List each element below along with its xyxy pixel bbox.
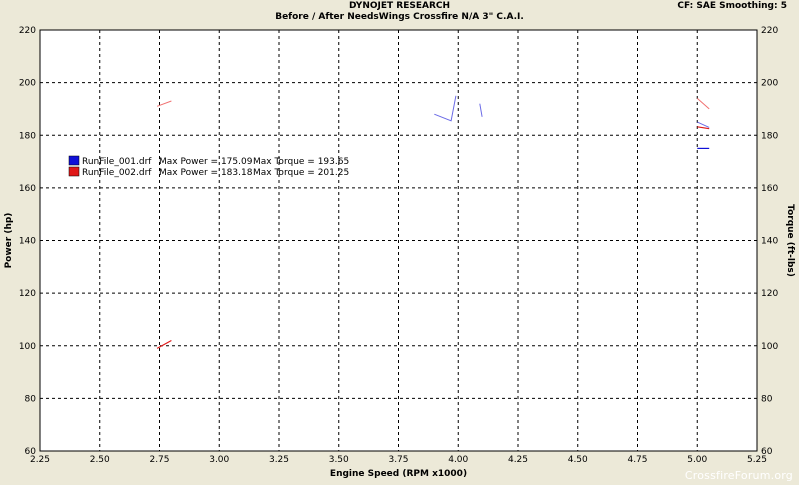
chart-subtitle: Before / After NeedsWings Crossfire N/A … — [275, 12, 524, 22]
y-tick-label-left: 80 — [25, 394, 37, 404]
y-tick-label-left: 120 — [19, 289, 36, 299]
legend-max-torque: Max Torque = 193.65 — [253, 157, 349, 167]
x-tick-label: 4.25 — [508, 455, 528, 465]
correction-factor-label: CF: SAE Smoothing: 5 — [677, 1, 787, 11]
x-tick-label: 2.50 — [90, 455, 110, 465]
series-lines — [156, 95, 710, 349]
x-tick-label: 4.00 — [448, 455, 468, 465]
legend: RunFile_001.drf Max Power = 175.09 Max Tor… — [68, 155, 349, 178]
y-tick-label-right: 140 — [761, 237, 778, 247]
legend-max-torque: Max Torque = 201.25 — [253, 168, 349, 178]
y-tick-label-left: 60 — [25, 447, 37, 457]
y-axis-label-right: Torque (ft-lbs) — [785, 204, 795, 277]
y-tick-label-right: 180 — [761, 131, 778, 141]
x-tick-label: 3.00 — [209, 455, 229, 465]
x-tick-label: 3.25 — [269, 455, 289, 465]
series-line-power-run2 — [156, 126, 710, 349]
x-tick-label: 3.50 — [329, 455, 349, 465]
x-axis-label: Engine Speed (RPM x1000) — [330, 469, 467, 479]
x-tick-label: 4.75 — [627, 455, 647, 465]
legend-file-name: RunFile_001.drf — [82, 157, 152, 167]
y-tick-label-left: 160 — [19, 184, 36, 194]
y-tick-label-left: 100 — [19, 342, 36, 352]
y-tick-label-right: 220 — [761, 26, 778, 36]
x-tick-label: 3.75 — [388, 455, 408, 465]
legend-swatch — [68, 166, 80, 177]
legend-max-power: Max Power = 175.09 — [159, 157, 253, 167]
chart-title: DYNOJET RESEARCH — [348, 1, 451, 11]
y-tick-label-right: 160 — [761, 184, 778, 194]
y-tick-label-left: 140 — [19, 237, 36, 247]
y-tick-label-left: 220 — [19, 26, 36, 36]
legend-max-power: Max Power = 183.18 — [159, 168, 253, 178]
y-axis-label-left: Power (hp) — [4, 213, 14, 269]
watermark: CrossfireForum.org — [684, 469, 793, 482]
x-tick-label: 2.75 — [149, 455, 169, 465]
y-tick-label-right: 100 — [761, 342, 778, 352]
y-tick-label-right: 60 — [761, 447, 773, 457]
series-line-torque-run1 — [434, 95, 710, 128]
x-tick-label: 5.25 — [747, 455, 767, 465]
tick-labels: 2.25 2.50 2.75 3.00 3.25 3.50 3.75 4.00 4.25 4.50… — [19, 26, 779, 465]
y-tick-label-right: 80 — [761, 394, 773, 404]
x-tick-label: 2.25 — [30, 455, 50, 465]
y-tick-label-right: 200 — [761, 79, 778, 89]
x-tick-label: 4.50 — [568, 455, 588, 465]
grid-lines — [40, 30, 757, 451]
legend-swatch — [68, 155, 80, 166]
legend-file-name: RunFile_002.drf — [82, 168, 152, 178]
y-tick-label-right: 120 — [761, 289, 778, 299]
series-line-torque-run2 — [156, 98, 710, 110]
x-tick-label: 5.00 — [687, 455, 707, 465]
y-tick-label-left: 200 — [19, 79, 36, 89]
y-tick-label-left: 180 — [19, 131, 36, 141]
